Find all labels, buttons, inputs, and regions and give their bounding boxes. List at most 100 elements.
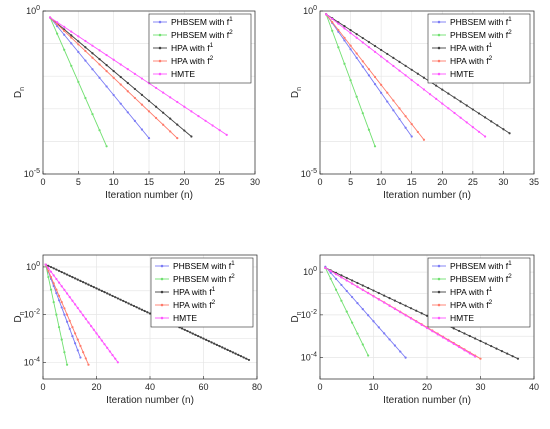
series-2 <box>325 13 377 148</box>
legend-label-name: HPA with f <box>450 300 489 310</box>
legend-marker <box>437 290 441 294</box>
data-point <box>465 121 468 124</box>
y-tick-exponent: -2 <box>311 309 317 316</box>
legend-label-name: PHBSEM with f <box>450 274 509 284</box>
data-point <box>428 93 432 96</box>
legend-entry: HPA with f1 <box>432 42 493 53</box>
data-point <box>392 56 395 59</box>
data-point <box>502 128 505 131</box>
data-point <box>189 331 192 334</box>
data-point <box>147 137 151 140</box>
data-point <box>355 32 358 36</box>
data-point <box>343 39 346 42</box>
data-point <box>511 355 514 358</box>
data-point <box>345 276 348 280</box>
data-point <box>484 342 487 345</box>
data-point <box>416 72 419 75</box>
data-point <box>452 327 455 330</box>
data-point <box>103 291 106 294</box>
data-point <box>76 278 79 281</box>
data-point <box>63 307 66 310</box>
data-point <box>176 123 179 126</box>
data-point <box>404 314 407 317</box>
data-point <box>398 60 401 63</box>
y-tick-exponent: -4 <box>311 352 317 359</box>
data-point <box>377 326 380 329</box>
data-point <box>143 309 146 313</box>
data-point <box>213 342 216 345</box>
data-point <box>63 288 66 291</box>
legend-label-name: PHBSEM with f <box>450 261 509 271</box>
legend-label: HPA with f1 <box>171 42 214 53</box>
data-point <box>68 319 71 322</box>
series-line <box>45 264 81 358</box>
data-point <box>458 345 461 349</box>
y-tick-exponent: -4 <box>34 356 40 363</box>
data-point <box>130 303 133 306</box>
legend-label: HPA with f1 <box>173 286 216 297</box>
x-tick-label: 10 <box>109 177 119 187</box>
x-tick-label: 30 <box>250 177 260 187</box>
data-point <box>60 270 63 274</box>
data-point <box>112 76 115 79</box>
legend-entry: HPA with f2 <box>155 299 216 310</box>
data-point <box>56 23 59 26</box>
data-point <box>420 312 423 315</box>
legend-label-superscript: 1 <box>212 286 216 293</box>
data-point <box>162 123 165 126</box>
legend-marker <box>160 303 164 307</box>
data-point <box>205 338 208 341</box>
data-point <box>459 100 462 103</box>
data-point <box>361 112 364 115</box>
legend-box <box>427 257 531 328</box>
series-5 <box>324 266 477 358</box>
x-tick-label: 40 <box>145 382 155 392</box>
data-point <box>91 68 94 71</box>
series-1 <box>325 13 413 138</box>
data-point <box>91 112 94 116</box>
x-axis-label: Iteration number (n) <box>383 395 471 406</box>
data-point <box>56 21 59 24</box>
data-point <box>334 288 338 291</box>
data-point <box>91 56 94 59</box>
legend-label-superscript: 2 <box>489 299 493 306</box>
data-point <box>91 52 94 55</box>
x-tick-label: 0 <box>40 177 45 187</box>
data-point <box>82 351 85 354</box>
data-point <box>119 75 122 79</box>
y-tick-exponent: 0 <box>36 261 40 268</box>
data-point <box>410 122 413 126</box>
data-point <box>71 275 74 279</box>
legend-box <box>427 13 531 84</box>
data-point <box>351 282 354 285</box>
data-point <box>77 80 80 84</box>
data-point <box>140 308 144 311</box>
y-axis-label-subscript: n <box>19 311 26 315</box>
legend-label-name: PHBSEM with f <box>171 17 230 27</box>
data-point <box>351 321 354 324</box>
data-point <box>340 276 343 279</box>
data-point <box>343 25 346 28</box>
data-point <box>367 354 370 357</box>
data-point <box>105 64 108 67</box>
data-point <box>70 36 73 39</box>
data-point <box>191 332 194 335</box>
data-point <box>490 344 493 348</box>
data-point <box>52 267 55 270</box>
y-tick-base: 10 <box>26 262 36 272</box>
data-point <box>356 302 359 305</box>
legend-label: PHBSEM with f2 <box>450 29 512 40</box>
axes-box <box>42 254 258 380</box>
series-3 <box>44 263 251 362</box>
data-point <box>57 294 61 297</box>
legend-marker <box>437 20 441 24</box>
data-point <box>63 29 66 33</box>
data-point <box>68 327 71 331</box>
data-point <box>463 332 466 335</box>
data-point <box>112 93 115 97</box>
data-point <box>65 273 69 276</box>
data-point <box>91 44 94 47</box>
data-point <box>57 299 61 302</box>
legend-label: PHBSEM with f2 <box>171 29 233 40</box>
